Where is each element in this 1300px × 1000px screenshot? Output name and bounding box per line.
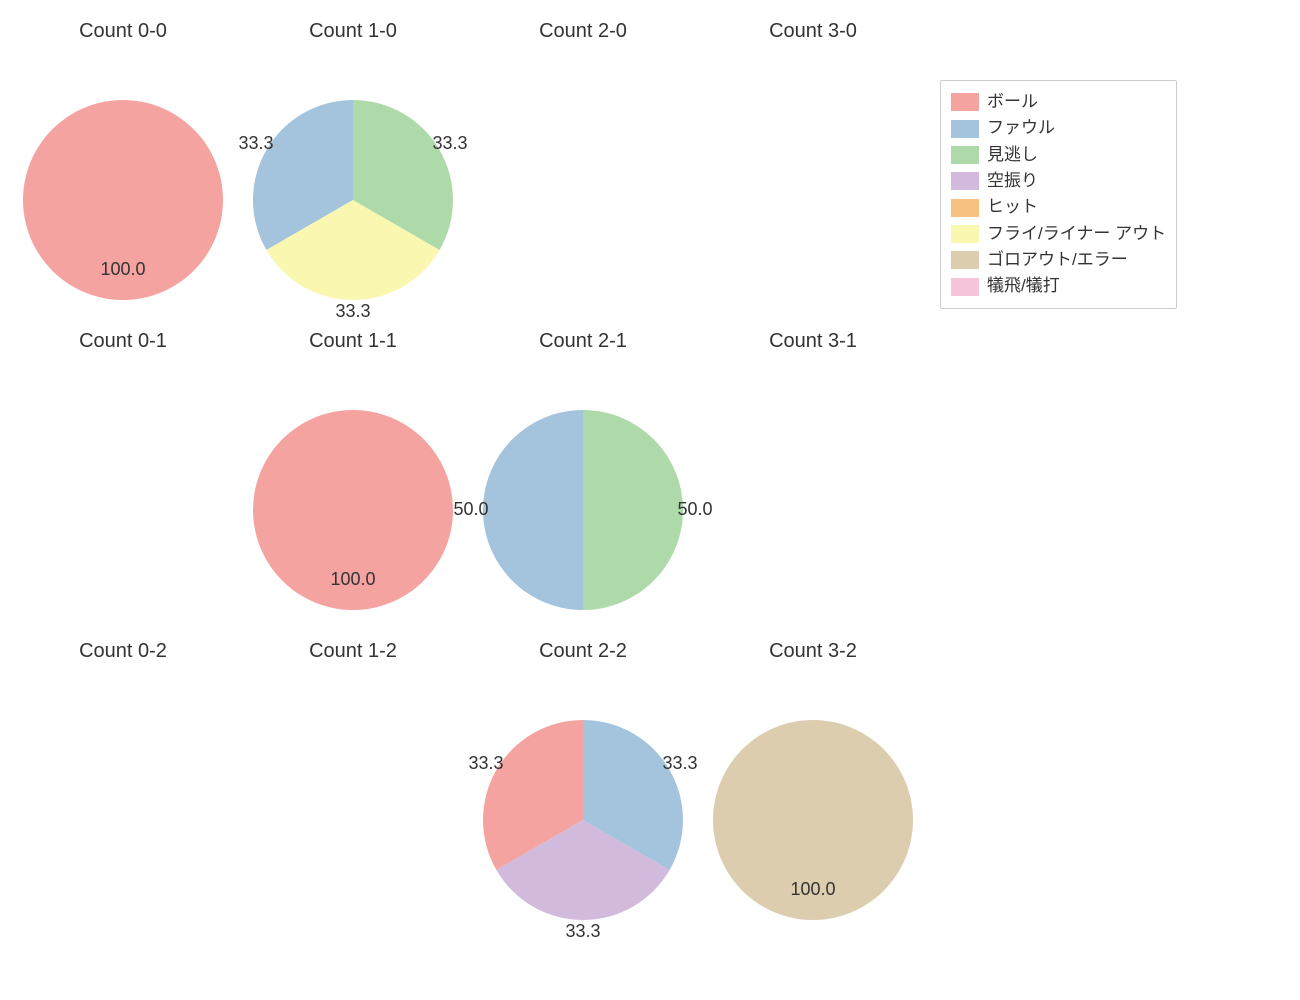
pie-slice-label: 100.0 bbox=[330, 569, 375, 589]
chart-grid: Count 0-0100.0Count 1-033.333.333.3Count… bbox=[0, 0, 1300, 1000]
legend-label: ヒット bbox=[987, 194, 1038, 220]
legend-swatch bbox=[951, 225, 979, 243]
legend-item: ボール bbox=[951, 89, 1166, 115]
chart-cell: Count 1-2 bbox=[238, 640, 468, 950]
chart-cell: Count 0-0 100.0 bbox=[8, 20, 238, 330]
pie-slice bbox=[583, 410, 683, 610]
pie-slice-label: 100.0 bbox=[100, 259, 145, 279]
legend-label: 空振り bbox=[987, 168, 1038, 194]
pie-chart: 100.0 bbox=[683, 690, 943, 950]
legend-swatch bbox=[951, 278, 979, 296]
pie-slice bbox=[483, 410, 583, 610]
chart-cell-title: Count 1-0 bbox=[238, 20, 468, 43]
chart-cell: Count 1-1 100.0 bbox=[238, 330, 468, 640]
legend: ボールファウル見逃し空振りヒットフライ/ライナー アウトゴロアウト/エラー犠飛/… bbox=[940, 80, 1177, 309]
legend-item: ゴロアウト/エラー bbox=[951, 247, 1166, 273]
chart-cell-title: Count 2-0 bbox=[468, 20, 698, 43]
chart-cell: Count 1-0 33.3 33.3 33.3 bbox=[238, 20, 468, 330]
pie-slice-label: 33.3 bbox=[468, 753, 503, 773]
legend-label: フライ/ライナー アウト bbox=[987, 221, 1166, 247]
pie-slice-label: 33.3 bbox=[432, 133, 467, 153]
chart-cell-title: Count 2-1 bbox=[468, 330, 698, 353]
chart-cell: Count 0-1 bbox=[8, 330, 238, 640]
chart-cell: Count 2-233.333.333.3 bbox=[468, 640, 698, 950]
pie-chart: 100.0 bbox=[223, 380, 483, 640]
legend-item: 空振り bbox=[951, 168, 1166, 194]
chart-cell: Count 3-2 100.0 bbox=[698, 640, 928, 950]
legend-item: ファウル bbox=[951, 115, 1166, 141]
pie-chart: 33.3 33.3 33.3 bbox=[223, 70, 483, 330]
pie-slice-label: 33.3 bbox=[335, 301, 370, 321]
legend-label: ボール bbox=[987, 89, 1038, 115]
legend-swatch bbox=[951, 120, 979, 138]
legend-label: ゴロアウト/エラー bbox=[987, 247, 1128, 273]
chart-cell: Count 2-0 bbox=[468, 20, 698, 330]
pie-chart: 33.333.333.3 bbox=[453, 690, 713, 950]
legend-item: フライ/ライナー アウト bbox=[951, 221, 1166, 247]
chart-cell-title: Count 3-2 bbox=[698, 640, 928, 663]
chart-cell-title: Count 1-2 bbox=[238, 640, 468, 663]
chart-cell-title: Count 0-0 bbox=[8, 20, 238, 43]
legend-swatch bbox=[951, 172, 979, 190]
legend-label: 犠飛/犠打 bbox=[987, 273, 1060, 299]
legend-swatch bbox=[951, 146, 979, 164]
pie-slice-label: 33.3 bbox=[238, 133, 273, 153]
chart-cell: Count 0-2 bbox=[8, 640, 238, 950]
legend-item: 見逃し bbox=[951, 142, 1166, 168]
chart-cell-title: Count 1-1 bbox=[238, 330, 468, 353]
pie-slice-label: 100.0 bbox=[790, 879, 835, 899]
chart-cell-title: Count 2-2 bbox=[468, 640, 698, 663]
legend-item: 犠飛/犠打 bbox=[951, 273, 1166, 299]
pie-chart: 100.0 bbox=[0, 70, 253, 330]
chart-cell-title: Count 0-1 bbox=[8, 330, 238, 353]
chart-cell: Count 2-150.050.0 bbox=[468, 330, 698, 640]
chart-cell-title: Count 3-0 bbox=[698, 20, 928, 43]
chart-cell-title: Count 3-1 bbox=[698, 330, 928, 353]
chart-cell: Count 3-1 bbox=[698, 330, 928, 640]
chart-cell-title: Count 0-2 bbox=[8, 640, 238, 663]
pie-slice-label: 33.3 bbox=[565, 921, 600, 941]
legend-swatch bbox=[951, 93, 979, 111]
legend-swatch bbox=[951, 199, 979, 217]
pie-slice-label: 50.0 bbox=[453, 499, 488, 519]
pie-chart: 50.050.0 bbox=[453, 380, 713, 640]
legend-swatch bbox=[951, 251, 979, 269]
legend-item: ヒット bbox=[951, 194, 1166, 220]
legend-label: ファウル bbox=[987, 115, 1055, 141]
legend-label: 見逃し bbox=[987, 142, 1038, 168]
chart-cell: Count 3-0 bbox=[698, 20, 928, 330]
